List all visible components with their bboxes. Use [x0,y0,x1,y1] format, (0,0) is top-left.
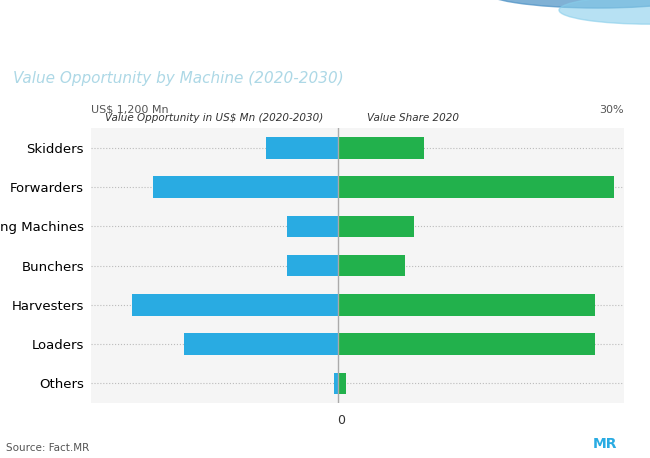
Bar [287,216,338,237]
Bar [338,333,595,355]
Bar [338,176,614,198]
Bar [338,294,595,316]
Text: Value Opportunity by Machine (2020-2030): Value Opportunity by Machine (2020-2030) [13,71,344,86]
Text: US$ 1,200 Mn: US$ 1,200 Mn [91,105,168,114]
Text: Source: Fact.MR: Source: Fact.MR [6,443,90,453]
Text: 0: 0 [337,414,345,427]
Bar [183,333,338,355]
Text: .: . [558,437,563,451]
Text: 30%: 30% [599,105,624,114]
Text: Value Opportunity in US$ Mn (2020-2030): Value Opportunity in US$ Mn (2020-2030) [105,113,324,123]
Text: MR: MR [592,437,617,451]
Bar [287,255,338,277]
Bar [132,294,338,316]
Bar [153,176,338,198]
Bar [338,373,346,394]
Text: Value Share 2020: Value Share 2020 [367,113,459,123]
Bar [338,216,414,237]
Bar [338,137,424,158]
Bar [266,137,338,158]
Bar [338,255,405,277]
Text: Fact: Fact [512,437,545,451]
Bar [334,373,338,394]
Circle shape [481,0,650,8]
Circle shape [559,0,650,24]
Text: Forestry Machinery Market: Forestry Machinery Market [13,25,372,49]
